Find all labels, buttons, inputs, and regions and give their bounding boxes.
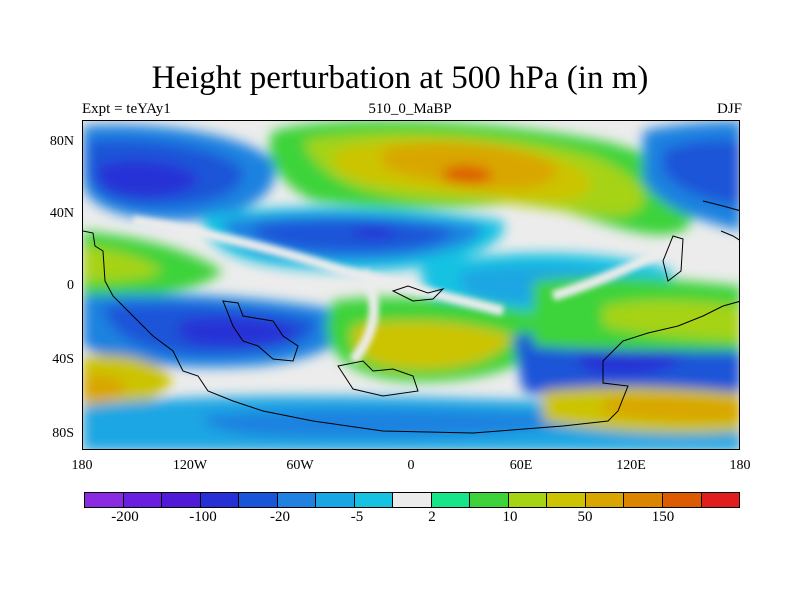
colorbar-swatch <box>547 493 586 507</box>
lat-tick-label: 40S <box>52 352 74 367</box>
experiment-label: Expt = teYAy1 <box>82 101 171 117</box>
colorbar-swatch <box>585 493 625 507</box>
colorbar-label: -5 <box>350 509 364 525</box>
colorbar-swatch <box>624 493 663 507</box>
colorbar-label: 10 <box>502 509 518 525</box>
colorbar-swatch <box>701 493 740 507</box>
colorbar-swatch <box>470 493 509 507</box>
period-label: 510_0_MaBP <box>368 101 452 117</box>
lon-tick-label: 180 <box>71 458 93 473</box>
lat-tick-label: 0 <box>67 278 74 293</box>
colorbar-label: 2 <box>428 509 436 525</box>
colorbar-label: 50 <box>577 509 593 525</box>
colorbar-swatch <box>431 493 471 507</box>
colorbar-swatch <box>200 493 240 507</box>
colorbar-swatch <box>85 493 124 507</box>
lat-tick-label: 80S <box>52 426 74 441</box>
colorbar-swatch <box>662 493 702 507</box>
colorbar-swatch <box>393 493 432 507</box>
season-label: DJF <box>716 101 742 117</box>
colorbar-label: -200 <box>111 509 139 525</box>
lon-tick-label: 0 <box>407 458 415 473</box>
lon-tick-label: 120E <box>616 458 646 473</box>
colorbar-swatch <box>277 493 317 507</box>
plot-title: Height perturbation at 500 hPa (in m) <box>151 60 649 96</box>
lat-tick-label: 40N <box>49 206 74 221</box>
map-panel <box>82 120 740 450</box>
lon-tick-label: 180 <box>729 458 751 473</box>
colorbar <box>84 492 740 508</box>
colorbar-label: -100 <box>189 509 217 525</box>
colorbar-swatch <box>508 493 548 507</box>
lon-tick-label: 60W <box>286 458 314 473</box>
colorbar-swatch <box>123 493 163 507</box>
colorbar-swatch <box>354 493 394 507</box>
lon-tick-label: 120W <box>172 458 208 473</box>
lon-tick-label: 60E <box>509 458 533 473</box>
colorbar-swatch <box>316 493 355 507</box>
colorbar-swatch <box>162 493 201 507</box>
colorbar-label: -20 <box>270 509 290 525</box>
colorbar-swatch <box>239 493 278 507</box>
colorbar-label: 150 <box>651 509 675 525</box>
lat-tick-label: 80N <box>49 134 74 149</box>
height-field-map <box>83 121 739 449</box>
